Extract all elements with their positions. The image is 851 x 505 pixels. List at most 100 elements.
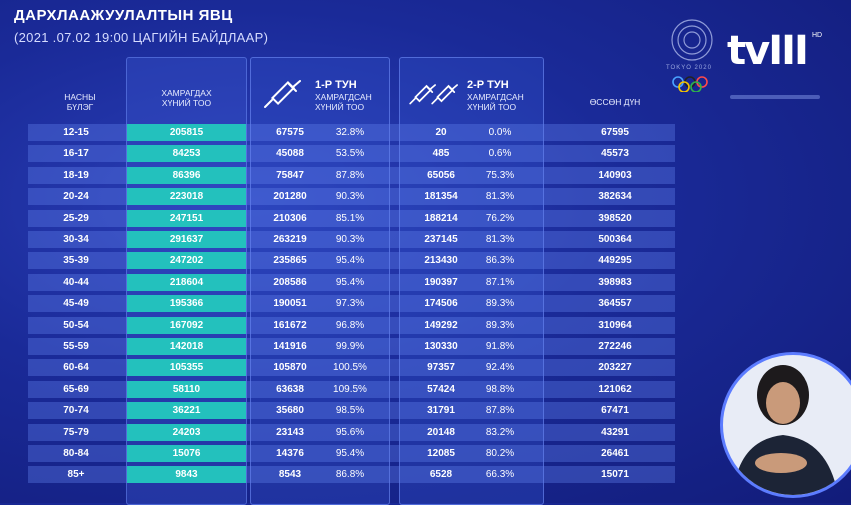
dose2-percent-cell: 92.4%: [485, 362, 515, 374]
dose2-percent-cell: 80.2%: [485, 448, 515, 459]
dose1-percent-cell: 109.5%: [333, 383, 367, 395]
dose2-percent-cell: 87.8%: [485, 405, 515, 417]
covered-cell: 24203: [127, 423, 246, 441]
dose1-percent-cell: 32.8%: [335, 127, 365, 138]
channel-tagline-bar: [730, 95, 820, 99]
channel-logo: tvIII: [727, 28, 809, 74]
dose2-title: 2-Р ТУН: [467, 79, 509, 91]
covered-cell: 105355: [127, 359, 246, 377]
covered-cell: 36221: [127, 402, 246, 420]
dose1-percent-cell: 90.3%: [335, 234, 365, 245]
table-row: 35-39 247202 235865 95.4% 213430 86.3% 449295: [0, 250, 851, 270]
covered-header-line2: ХҮНИЙ ТОО: [161, 98, 212, 108]
dose2-percent-cell: 81.3%: [485, 191, 515, 203]
dose1-percent-cell: 53.5%: [335, 148, 365, 160]
dose1-count-cell: 45088: [276, 148, 304, 160]
dose1-count-cell: 263219: [273, 234, 307, 245]
dose2-count-cell: 97357: [427, 362, 455, 374]
age-header-line1: НАСНЫ: [64, 92, 96, 102]
covered-header-line1: ХАМРАГДАХ: [161, 88, 212, 98]
table-row: 12-15 205815 67575 32.8% 20 0.0% 67595: [0, 122, 851, 142]
dose1-percent-cell: 87.8%: [335, 169, 365, 181]
dose2-count-cell: 188214: [424, 212, 458, 224]
covered-cell: 195366: [127, 295, 246, 313]
dose2-percent-cell: 83.2%: [485, 426, 515, 438]
dose2-count-cell: 20148: [427, 426, 455, 438]
olympic-label: TOKYO 2020: [666, 65, 712, 71]
dose1-count-cell: 8543: [278, 469, 302, 481]
total-cell: 45573: [601, 148, 629, 160]
dose1-percent-cell: 95.4%: [335, 255, 365, 267]
dose2-percent-cell: 98.8%: [485, 383, 515, 395]
dose2-percent-cell: 75.3%: [485, 169, 515, 181]
dose2-percent-cell: 0.6%: [488, 148, 512, 160]
dose1-sub-line1: ХАМРАГДСАН: [315, 92, 372, 102]
covered-cell: 205815: [127, 124, 246, 141]
dose1-percent-cell: 97.3%: [335, 298, 365, 310]
dose1-count-cell: 14376: [276, 448, 304, 459]
total-cell: 500364: [598, 234, 632, 245]
total-cell: 140903: [598, 169, 632, 181]
table-row: 45-49 195366 190051 97.3% 174506 89.3% 364557: [0, 293, 851, 313]
total-cell: 67595: [601, 127, 629, 138]
covered-cell: 291637: [127, 231, 246, 248]
total-cell: 449295: [598, 255, 632, 267]
table-row: 80-84 15076 14376 95.4% 12085 80.2% 26461: [0, 443, 851, 463]
dose2-count-cell: 31791: [427, 405, 455, 417]
age-group-header: НАСНЫ БҮЛЭГ: [40, 92, 120, 112]
dose2-subtitle: ХАМРАГДСАН ХҮНИЙ ТОО: [467, 92, 524, 112]
interpreter-figure: [733, 365, 838, 495]
covered-cell: 15076: [127, 445, 246, 462]
age-cell: 80-84: [63, 448, 89, 459]
dose2-percent-cell: 0.0%: [488, 127, 512, 138]
dose2-count-cell: 65056: [427, 169, 455, 181]
syringe-icon: [409, 84, 436, 105]
total-cell: 203227: [598, 362, 632, 374]
dose1-count-cell: 208586: [273, 276, 307, 288]
dose2-sub-line2: ХҮНИЙ ТОО: [467, 102, 517, 112]
total-cell: 43291: [601, 426, 629, 438]
table-row: 25-29 247151 210306 85.1% 188214 76.2% 398520: [0, 208, 851, 228]
dose1-title: 1-Р ТУН: [315, 79, 357, 91]
dose1-count-cell: 235865: [273, 255, 307, 267]
age-cell: 40-44: [63, 276, 89, 288]
total-cell: 382634: [598, 191, 632, 203]
covered-cell: 142018: [127, 338, 246, 355]
table-row: 30-34 291637 263219 90.3% 237145 81.3% 500364: [0, 229, 851, 249]
dose2-percent-cell: 91.8%: [485, 341, 515, 352]
age-cell: 50-54: [63, 319, 89, 331]
dose2-count-cell: 20: [435, 127, 447, 138]
dose2-count-cell: 181354: [424, 191, 458, 203]
hd-badge: HD: [812, 32, 823, 39]
dose2-percent-cell: 66.3%: [485, 469, 515, 481]
dose1-count-cell: 67575: [276, 127, 304, 138]
syringe-icon: [264, 80, 301, 108]
age-cell: 70-74: [63, 405, 89, 417]
table-row: 50-54 167092 161672 96.8% 149292 89.3% 310964: [0, 315, 851, 335]
total-cell: 67471: [601, 405, 629, 417]
dose1-percent-cell: 96.8%: [335, 319, 365, 331]
age-header-line2: БҮЛЭГ: [66, 102, 94, 112]
dose1-count-cell: 105870: [273, 362, 307, 374]
dose1-count-cell: 210306: [273, 212, 307, 224]
table-row: 75-79 24203 23143 95.6% 20148 83.2% 43291: [0, 422, 851, 442]
age-cell: 16-17: [63, 148, 89, 160]
age-cell: 85+: [67, 469, 85, 481]
dose2-percent-cell: 76.2%: [485, 212, 515, 224]
dose2-percent-cell: 86.3%: [485, 255, 515, 267]
dose1-percent-cell: 95.4%: [335, 448, 365, 459]
age-cell: 20-24: [63, 191, 89, 203]
total-cell: 26461: [601, 448, 629, 459]
table-row: 20-24 223018 201280 90.3% 181354 81.3% 382634: [0, 186, 851, 206]
dose2-percent-cell: 87.1%: [485, 276, 515, 288]
sign-language-interpreter: [720, 352, 851, 498]
dose1-percent-cell: 86.8%: [335, 469, 365, 481]
dose1-percent-cell: 90.3%: [335, 191, 365, 203]
dose2-count-cell: 190397: [424, 276, 458, 288]
page-subtitle: (2021 .07.02 19:00 ЦАГИЙН БАЙДЛААР): [14, 30, 269, 45]
dose2-count-cell: 237145: [424, 234, 458, 245]
total-cell: 364557: [598, 298, 632, 310]
dose2-percent-cell: 89.3%: [485, 319, 515, 331]
dose1-subtitle: ХАМРАГДСАН ХҮНИЙ ТОО: [315, 92, 372, 112]
age-cell: 65-69: [63, 383, 89, 395]
